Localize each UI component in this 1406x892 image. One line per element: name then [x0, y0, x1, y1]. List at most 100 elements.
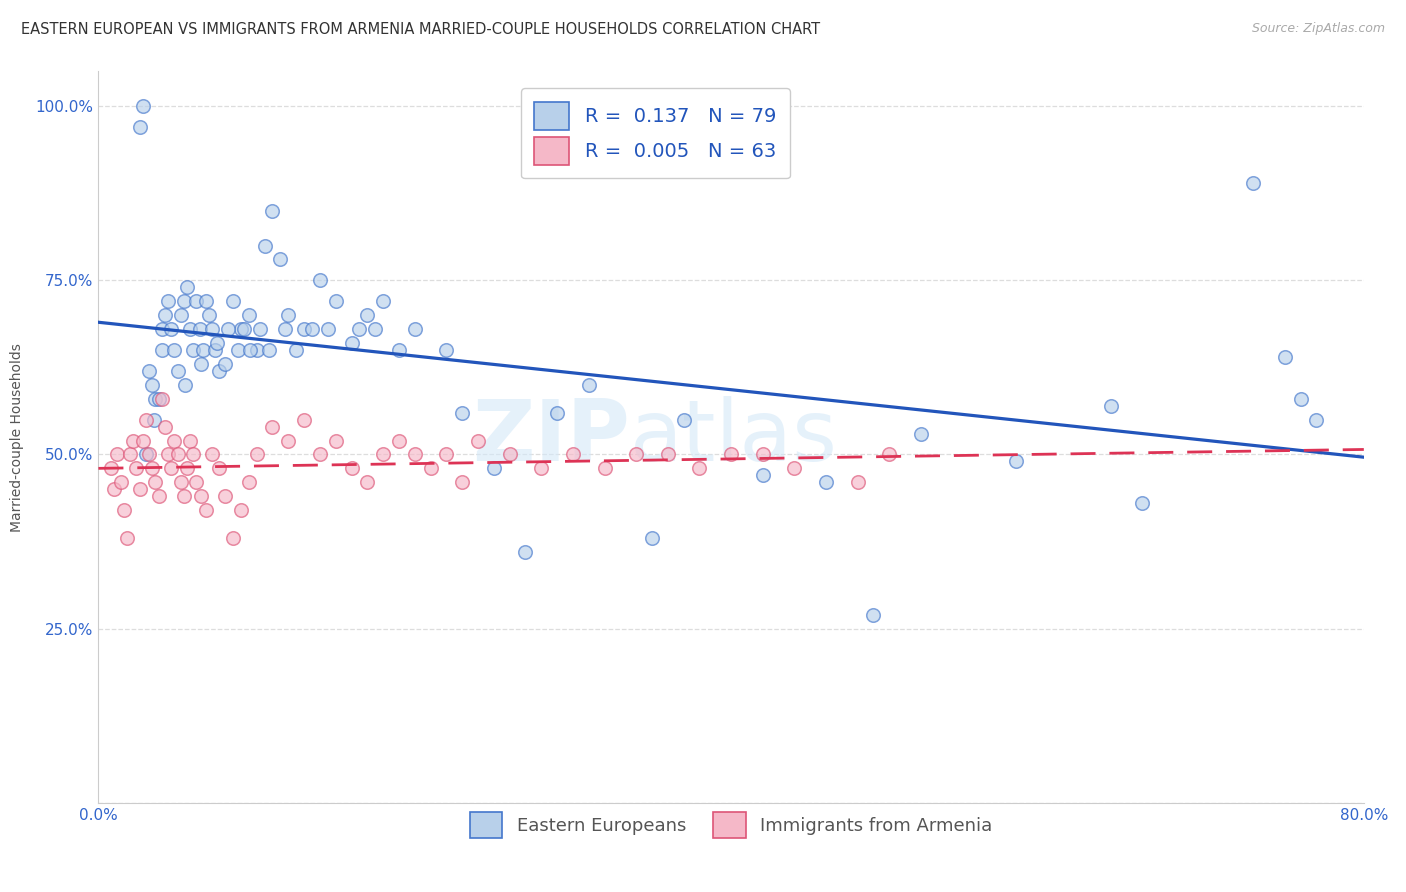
Point [578, 377, 600, 392]
Point [190, 489, 212, 503]
Point [186, 475, 208, 490]
Point [246, 448, 269, 462]
Text: Source: ZipAtlas.com: Source: ZipAtlas.com [1251, 22, 1385, 36]
Point [498, 448, 520, 462]
Point [128, 120, 150, 134]
Point [112, 503, 135, 517]
Point [751, 448, 773, 462]
Point [388, 434, 411, 448]
Point [222, 531, 245, 545]
Point [198, 308, 221, 322]
Point [103, 483, 125, 497]
Point [364, 322, 387, 336]
Point [186, 294, 208, 309]
Point [150, 343, 173, 357]
Point [125, 461, 148, 475]
Point [166, 448, 188, 462]
Point [404, 322, 426, 336]
Point [214, 357, 236, 371]
Point [1305, 412, 1327, 426]
Point [451, 406, 474, 420]
Point [141, 377, 163, 392]
Point [229, 322, 252, 336]
Point [720, 448, 742, 462]
Point [238, 308, 260, 322]
Point [205, 336, 228, 351]
Point [274, 322, 297, 336]
Point [751, 468, 773, 483]
Point [404, 448, 426, 462]
Point [846, 475, 869, 490]
Point [100, 461, 122, 475]
Point [436, 343, 458, 357]
Point [233, 322, 256, 336]
Point [1289, 392, 1312, 406]
Point [204, 343, 226, 357]
Point [238, 475, 260, 490]
Point [641, 531, 664, 545]
Text: EASTERN EUROPEAN VS IMMIGRANTS FROM ARMENIA MARRIED-COUPLE HOUSEHOLDS CORRELATIO: EASTERN EUROPEAN VS IMMIGRANTS FROM ARME… [21, 22, 820, 37]
Point [862, 607, 884, 622]
Point [160, 461, 183, 475]
Point [176, 461, 198, 475]
Point [157, 294, 180, 309]
Point [135, 448, 157, 462]
Point [877, 448, 900, 462]
Point [179, 434, 201, 448]
Point [515, 545, 537, 559]
Point [160, 322, 183, 336]
Point [672, 412, 695, 426]
Text: atlas: atlas [630, 395, 838, 479]
Point [482, 461, 505, 475]
Point [657, 448, 679, 462]
Point [138, 364, 160, 378]
Point [277, 308, 299, 322]
Point [169, 308, 191, 322]
Point [150, 392, 173, 406]
Point [132, 99, 155, 113]
Point [277, 434, 299, 448]
Point [593, 461, 616, 475]
Point [214, 489, 236, 503]
Point [246, 343, 269, 357]
Point [222, 294, 245, 309]
Point [262, 419, 284, 434]
Point [259, 343, 281, 357]
Point [163, 343, 186, 357]
Point [188, 322, 211, 336]
Point [783, 461, 806, 475]
Point [128, 483, 150, 497]
Point [451, 475, 474, 490]
Point [163, 434, 186, 448]
Point [201, 322, 224, 336]
Point [120, 448, 141, 462]
Point [253, 238, 276, 252]
Point [316, 322, 339, 336]
Point [217, 322, 239, 336]
Point [1004, 454, 1026, 468]
Point [239, 343, 262, 357]
Point [183, 448, 205, 462]
Point [371, 294, 394, 309]
Point [191, 343, 214, 357]
Text: ZIP: ZIP [472, 395, 630, 479]
Y-axis label: Married-couple Households: Married-couple Households [10, 343, 24, 532]
Point [173, 294, 195, 309]
Point [309, 273, 332, 287]
Point [153, 419, 176, 434]
Point [340, 461, 363, 475]
Point [148, 489, 170, 503]
Point [226, 343, 249, 357]
Point [208, 461, 231, 475]
Point [292, 412, 315, 426]
Point [371, 448, 394, 462]
Legend: Eastern Europeans, Immigrants from Armenia: Eastern Europeans, Immigrants from Armen… [463, 805, 1000, 845]
Point [561, 448, 585, 462]
Point [356, 475, 378, 490]
Point [1241, 176, 1264, 190]
Point [229, 503, 252, 517]
Point [436, 448, 458, 462]
Point [153, 308, 176, 322]
Point [201, 448, 224, 462]
Point [325, 434, 347, 448]
